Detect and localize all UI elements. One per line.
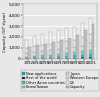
Bar [49, 32, 52, 44]
Bar [41, 51, 44, 55]
Bar [33, 57, 36, 59]
Bar [33, 52, 36, 56]
Bar [89, 18, 92, 34]
Bar [28, 47, 31, 59]
Bar [41, 45, 44, 51]
Bar [25, 58, 28, 59]
Bar [89, 43, 92, 50]
Bar [81, 46, 84, 51]
Bar [25, 53, 28, 57]
Bar [65, 48, 68, 53]
Bar [25, 57, 28, 58]
Bar [57, 56, 60, 58]
Bar [49, 50, 52, 55]
Bar [57, 30, 60, 42]
Bar [73, 40, 76, 47]
Bar [41, 55, 44, 57]
Y-axis label: Capacity (10³ t/year): Capacity (10³ t/year) [3, 11, 7, 52]
Bar [81, 55, 84, 57]
Bar [33, 46, 36, 52]
Bar [73, 27, 76, 40]
Bar [49, 55, 52, 57]
Bar [68, 38, 71, 59]
Bar [89, 34, 92, 43]
Bar [65, 29, 68, 41]
Bar [57, 42, 60, 49]
Bar [73, 52, 76, 55]
Bar [92, 24, 94, 59]
Bar [73, 47, 76, 52]
Bar [89, 57, 92, 58]
Bar [81, 23, 84, 37]
Bar [36, 45, 39, 59]
Bar [73, 58, 76, 59]
Bar [81, 57, 84, 58]
Bar [65, 53, 68, 56]
Bar [25, 48, 28, 53]
Bar [44, 44, 47, 59]
Bar [33, 36, 36, 46]
Bar [49, 44, 52, 50]
Bar [73, 55, 76, 58]
Bar [65, 41, 68, 48]
Bar [81, 37, 84, 46]
Bar [52, 42, 55, 59]
Bar [89, 50, 92, 54]
Bar [57, 54, 60, 56]
Bar [76, 35, 79, 59]
Bar [65, 58, 68, 59]
Bar [81, 58, 84, 59]
Bar [41, 57, 44, 59]
Bar [25, 40, 28, 48]
Bar [84, 30, 86, 59]
Bar [65, 56, 68, 58]
Bar [57, 58, 60, 59]
Bar [89, 54, 92, 57]
Bar [60, 40, 63, 59]
Bar [33, 56, 36, 57]
Legend: New applications, Rest of the world, Other Asian countries, Korea/Taiwan, Japan,: New applications, Rest of the world, Oth… [20, 70, 99, 91]
Bar [81, 51, 84, 55]
Bar [57, 49, 60, 54]
Bar [49, 57, 52, 59]
Bar [89, 58, 92, 59]
Bar [41, 34, 44, 45]
